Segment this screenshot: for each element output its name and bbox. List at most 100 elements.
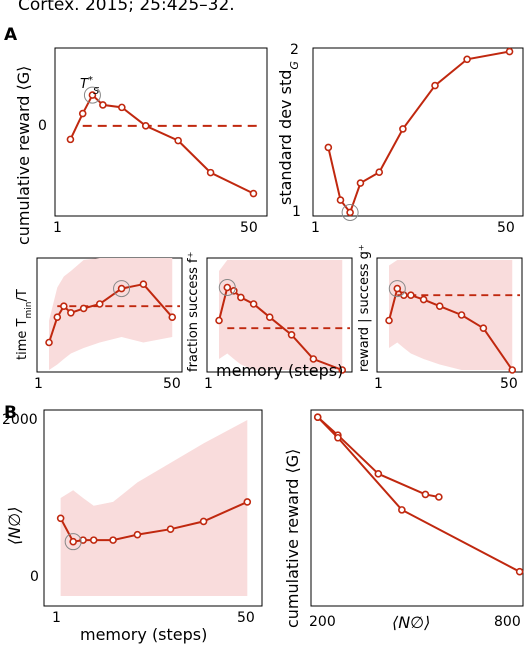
chart-a-bottom-2-point-7	[309, 355, 318, 363]
chart-a-bottom-3-band	[389, 260, 513, 370]
plot-a-bottom-2	[215, 260, 350, 374]
chart-a-right-xtick-1: 1	[311, 220, 320, 236]
chart-a-right-highlight-circle	[341, 203, 359, 221]
chart-b-right-xtick-800: 800	[494, 614, 521, 630]
chart-a-bottom-3-xtick-50: 50	[500, 376, 518, 392]
chart-b-right-series-1-point-2	[398, 506, 406, 514]
chart-a-left-highlight-circle	[83, 86, 101, 104]
chart-a-bottom-3-highlight-circle	[388, 280, 406, 298]
chart-a-right-point-3	[356, 179, 365, 187]
chart-a-left: 0 1 50 cumulative reward ⟨G⟩ T*S	[14, 47, 268, 245]
chart-b-right-xlabel: ⟨N∅⟩	[392, 613, 430, 632]
chart-a-bottom-2-point-8	[338, 366, 347, 374]
chart-a-bottom-3: 1 50 reward | success g⁺	[357, 244, 523, 392]
chart-a-right-point-4	[375, 168, 384, 177]
chart-a-right-frame	[312, 47, 524, 217]
chart-b-left-xtick-1: 1	[52, 610, 61, 626]
chart-a-right: 2 1 1 50 standard dev stdG	[276, 42, 524, 236]
chart-a-right-point-0	[324, 143, 333, 152]
chart-b-left-ylabel: ⟨N∅⟩	[5, 507, 24, 545]
chart-a-bottom-2-point-5	[265, 313, 274, 322]
chart-a-left-point-7	[206, 168, 215, 177]
chart-a-left-ytick-0: 0	[38, 118, 47, 134]
chart-a-bottom-3-frame	[376, 257, 523, 373]
chart-b-right-series-0-point-4	[435, 493, 443, 501]
chart-a-right-point-1	[336, 196, 345, 204]
chart-a-bottom-1-highlight-circle	[113, 280, 131, 298]
chart-b-right-series-0-point-2	[374, 470, 383, 478]
chart-a-left-point-2	[88, 91, 97, 99]
header-text: Cortex. 2015; 25:425–32.	[18, 0, 235, 15]
chart-b-right-series-1-point-3	[515, 567, 524, 576]
chart-b-left-band	[60, 420, 248, 596]
chart-a-right-point-8	[505, 47, 514, 56]
chart-b-right-ylabel: cumulative reward ⟨G⟩	[283, 449, 302, 628]
chart-a-bottom-3-xtick-1: 1	[374, 376, 383, 392]
chart-a-left-point-3	[99, 101, 107, 109]
chart-a-left-point-8	[249, 189, 258, 198]
chart-a-bottom-2-point-0	[215, 316, 223, 325]
chart-b-right-frame	[310, 409, 524, 607]
plot-a-bottom-3	[385, 260, 520, 374]
chart-b-left-ytick-0: 0	[30, 569, 39, 585]
chart-b-left-highlight-circle	[64, 533, 82, 551]
chart-b-left: 2000 0 1 50 memory (steps) ⟨N∅⟩	[2, 409, 263, 644]
chart-b-right-series-1-point-0	[313, 413, 322, 421]
chart-a-bottom-3-point-3	[407, 291, 415, 300]
chart-a-bottom-3-point-6	[457, 311, 466, 319]
chart-a-bottom-3-point-7	[479, 324, 488, 333]
chart-a-left-xtick-1: 1	[53, 220, 62, 236]
chart-a-bottom-1-xtick-1: 1	[34, 376, 43, 392]
chart-b-left-point-7	[199, 517, 208, 526]
chart-a-bottom-1-point-2	[60, 302, 68, 311]
chart-a-left-point-4	[118, 103, 126, 112]
chart-b-right-series-1-line	[317, 416, 521, 573]
chart-a-right-point-2	[346, 208, 354, 217]
chart-a-left-xtick-50: 50	[240, 220, 258, 236]
panel-label-a: A	[4, 25, 18, 45]
chart-a-bottom-3-point-8	[508, 366, 517, 374]
chart-a-right-ytick-1: 1	[292, 204, 301, 220]
chart-b-right-series-1-point-1	[334, 433, 342, 442]
chart-b-right-series-0-point-3	[421, 490, 430, 499]
chart-a-right-point-7	[463, 55, 471, 64]
chart-a-right-point-5	[399, 125, 407, 133]
chart-a-right-ylabel: standard dev stdG	[276, 61, 301, 205]
chart-b-left-point-3	[89, 536, 98, 544]
shared-xlabel: memory (steps)	[216, 361, 343, 380]
chart-b-left-xtick-50: 50	[237, 610, 255, 626]
chart-a-bottom-3-point-2	[400, 291, 408, 300]
chart-a-bottom-1-point-4	[79, 304, 88, 313]
chart-a-left-frame	[54, 47, 268, 217]
chart-a-bottom-2-frame	[206, 257, 353, 373]
chart-b-left-point-6	[166, 525, 175, 534]
plot-a-right	[324, 47, 514, 221]
chart-a-bottom-1-xtick-50: 50	[163, 376, 181, 392]
chart-a-bottom-2-ylabel: fraction success f⁺	[186, 252, 201, 373]
chart-a-bottom-1-point-1	[53, 313, 62, 322]
chart-b-right-xtick-200: 200	[309, 614, 336, 630]
chart-a-bottom-2-highlight-circle	[218, 279, 236, 296]
plot-a-bottom-1	[45, 258, 180, 370]
chart-a-bottom-2-xtick-1: 1	[204, 376, 213, 392]
chart-b-left-ytick-2000: 2000	[2, 412, 38, 428]
chart-a-left-line	[69, 93, 254, 195]
chart-b-left-point-5	[133, 530, 142, 539]
chart-b-right: 200 800 ⟨N∅⟩ cumulative reward ⟨G⟩	[283, 409, 524, 632]
chart-a-bottom-1-point-7	[139, 280, 148, 289]
chart-a-right-point-6	[431, 81, 439, 90]
chart-a-bottom-3-point-1	[393, 284, 402, 293]
chart-a-bottom-2-band	[219, 260, 343, 370]
chart-a-bottom-2: 1 fraction success f⁺	[186, 252, 353, 392]
chart-a-left-point-0	[66, 135, 75, 144]
plot-a-left	[66, 86, 262, 198]
chart-b-left-frame	[43, 409, 263, 607]
chart-a-bottom-3-point-0	[385, 316, 393, 325]
chart-a-bottom-2-point-4	[249, 300, 258, 308]
plot-b-left	[56, 420, 252, 596]
chart-a-bottom-1-ylabel: time Tmin/T	[15, 289, 34, 360]
chart-a-bottom-1-point-3	[67, 308, 75, 317]
chart-b-left-xlabel: memory (steps)	[80, 625, 207, 644]
chart-a-bottom-1-point-8	[168, 313, 177, 322]
